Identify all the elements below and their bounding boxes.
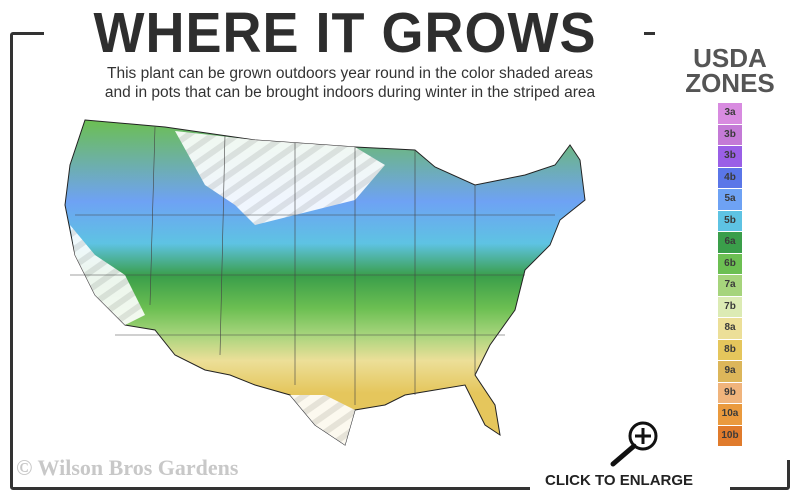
zone-swatch-10b: 10b	[718, 425, 742, 446]
zone-swatch-5b: 5b	[718, 210, 742, 231]
zone-swatch-10a: 10a	[718, 404, 742, 425]
zone-swatch-6b: 6b	[718, 253, 742, 274]
copyright-watermark: © Wilson Bros Gardens	[16, 455, 239, 480]
legend-title-usda: USDA	[693, 43, 767, 73]
title-gap	[44, 20, 644, 40]
striped-region-north	[175, 131, 385, 225]
subtitle: This plant can be grown outdoors year ro…	[40, 64, 660, 102]
zone-swatch-7a: 7a	[718, 275, 742, 296]
zone-swatch-3b: 3b	[718, 124, 742, 145]
zone-swatch-9a: 9a	[718, 361, 742, 382]
legend-title-zones: ZONES	[685, 68, 775, 98]
us-outline	[64, 119, 586, 446]
click-to-enlarge-button[interactable]: CLICK TO ENLARGE	[545, 472, 694, 489]
page-title: WHERE IT GROWS	[93, 1, 597, 65]
zone-swatch-4b: 4b	[718, 167, 742, 188]
zone-swatch-9b: 9b	[718, 382, 742, 403]
magnifier-plus-icon[interactable]	[605, 420, 665, 470]
zone-swatch-8a: 8a	[718, 318, 742, 339]
zone-swatch-3b: 3b	[718, 146, 742, 167]
zone-swatch-7b: 7b	[718, 296, 742, 317]
state-borders	[70, 126, 555, 405]
striped-region-south	[290, 395, 355, 445]
zone-swatch-3a: 3a	[718, 103, 742, 124]
zone-legend: 3a 3b 3b 4b 5a 5b 6a 6b 7a 7b 8a 8b 9a 9b 10a 10b	[718, 103, 742, 447]
zone-swatch-6a: 6a	[718, 232, 742, 253]
legend-title: USDA ZONES	[676, 43, 784, 98]
subtitle-line-2: and in pots that can be brought indoors …	[104, 84, 596, 101]
zone-swatch-8b: 8b	[718, 339, 742, 360]
zone-swatch-5a: 5a	[718, 189, 742, 210]
usda-zone-map[interactable]	[55, 105, 595, 465]
enlarge-gap	[530, 470, 730, 500]
subtitle-line-1: This plant can be grown outdoors year ro…	[107, 65, 593, 82]
